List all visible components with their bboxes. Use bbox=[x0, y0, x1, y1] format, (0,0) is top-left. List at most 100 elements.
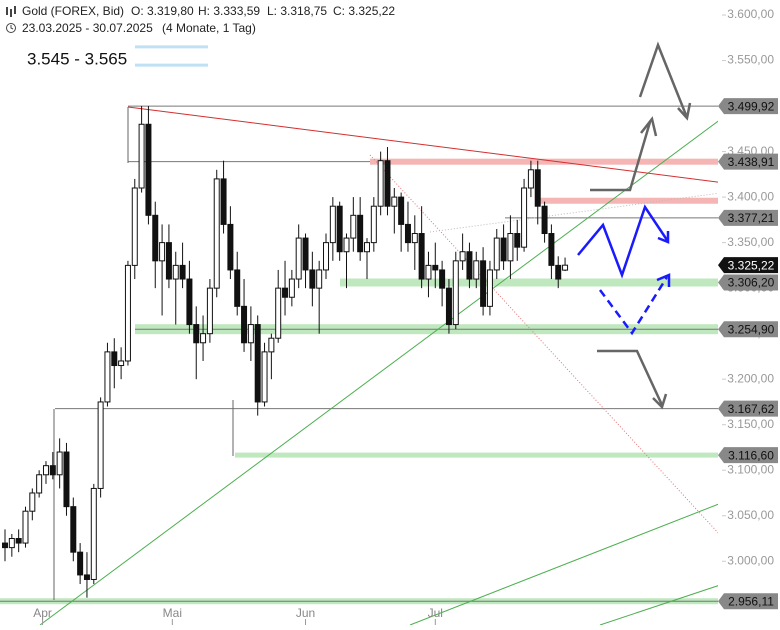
candle-body bbox=[336, 205, 343, 253]
candle-body bbox=[418, 233, 425, 280]
candle-body bbox=[124, 264, 131, 362]
candle-body bbox=[179, 264, 186, 280]
candle-body bbox=[118, 360, 125, 367]
trend-line bbox=[409, 503, 718, 625]
candle-body bbox=[548, 233, 555, 266]
drawing-layer bbox=[0, 45, 718, 605]
y-tick-label: 3.550,00 bbox=[727, 53, 774, 67]
candle-body bbox=[56, 451, 63, 476]
candle-body bbox=[159, 242, 166, 262]
candle-body bbox=[363, 242, 370, 253]
candle-body bbox=[49, 465, 56, 476]
target-label: 3.545 - 3.565 bbox=[27, 49, 127, 68]
level-band bbox=[235, 452, 718, 458]
candle-body bbox=[507, 233, 514, 262]
trend-line bbox=[599, 585, 718, 625]
candle-body bbox=[138, 123, 145, 189]
header: Gold (FOREX, Bid) O: 3.319,80 H: 3.333,5… bbox=[6, 4, 395, 68]
y-tick-label: 3.050,00 bbox=[727, 508, 774, 522]
candle-body bbox=[70, 506, 77, 553]
level-marker bbox=[718, 447, 778, 464]
candle-body bbox=[206, 287, 213, 335]
icon bbox=[10, 9, 12, 17]
clock-icon bbox=[6, 23, 16, 33]
x-tick-label: Jun bbox=[296, 606, 315, 620]
level-band bbox=[370, 158, 718, 165]
candle-body bbox=[104, 351, 111, 403]
arrows bbox=[577, 41, 692, 410]
y-tick-label: 3.400,00 bbox=[727, 189, 774, 203]
open: O: 3.319,80 bbox=[131, 4, 194, 18]
candle-body bbox=[77, 551, 84, 576]
candle-body bbox=[329, 205, 336, 244]
level-label: 3.167,62 bbox=[728, 402, 775, 416]
candle-body bbox=[8, 538, 15, 549]
candle-body bbox=[220, 178, 227, 225]
y-tick-label: 3.350,00 bbox=[727, 235, 774, 249]
level-band bbox=[340, 278, 718, 287]
level-marker bbox=[718, 593, 778, 610]
candle-body bbox=[193, 324, 200, 344]
level-label: 3.254,90 bbox=[728, 322, 775, 336]
candle-body bbox=[439, 269, 446, 289]
candle-body bbox=[521, 187, 528, 248]
candle-body bbox=[514, 233, 521, 248]
arrowhead bbox=[640, 116, 658, 137]
span: (4 Monate, 1 Tag) bbox=[162, 21, 256, 35]
arrowhead bbox=[657, 231, 670, 244]
arrow bbox=[590, 121, 652, 192]
candle-body bbox=[200, 333, 207, 344]
level-label: 2.956,11 bbox=[728, 594, 774, 608]
y-tick-label: 3.000,00 bbox=[727, 553, 774, 567]
candle-body bbox=[480, 260, 487, 307]
trend-line bbox=[369, 154, 718, 534]
candle-body bbox=[152, 214, 159, 262]
low: L: 3.318,75 bbox=[267, 4, 327, 18]
candle-body bbox=[165, 242, 172, 280]
candle-body bbox=[234, 269, 241, 307]
trend-line bbox=[127, 106, 718, 183]
candle-body bbox=[555, 264, 562, 280]
candle-body bbox=[227, 223, 234, 271]
close: C: 3.325,22 bbox=[333, 4, 395, 18]
candle-body bbox=[391, 196, 398, 207]
candle-body bbox=[452, 260, 459, 326]
price-axis: 3.000,00 3.050,00 3.100,00 3.150,00 3.200,00… bbox=[33, 7, 774, 625]
level-label: 3.306,20 bbox=[728, 276, 775, 290]
candle-body bbox=[254, 324, 261, 403]
candle-body bbox=[111, 351, 118, 367]
candle-body bbox=[2, 542, 8, 549]
x-tick-label: Apr bbox=[33, 606, 52, 620]
level-label: 3.438,91 bbox=[728, 155, 775, 169]
candle-body bbox=[425, 264, 432, 280]
candle-body bbox=[466, 251, 473, 280]
x-tick-label: Jul bbox=[428, 606, 443, 620]
candle-body bbox=[486, 269, 493, 307]
candle-body bbox=[541, 205, 548, 235]
candle-body bbox=[275, 287, 282, 339]
level-band bbox=[535, 197, 718, 204]
candle-body bbox=[282, 287, 289, 298]
candle-body bbox=[432, 264, 439, 271]
candle-body bbox=[527, 169, 534, 189]
icon bbox=[6, 7, 8, 15]
high: H: 3.333,59 bbox=[198, 4, 260, 18]
level-marker bbox=[718, 321, 778, 338]
candle-body bbox=[493, 237, 500, 271]
candle-body bbox=[357, 214, 364, 253]
arrow bbox=[638, 41, 688, 116]
arrowhead bbox=[652, 393, 668, 410]
candle-body bbox=[90, 487, 97, 580]
level-marker bbox=[718, 98, 778, 115]
candle-body bbox=[404, 223, 411, 244]
level-label: 3.377,21 bbox=[728, 211, 775, 225]
y-tick-label: 3.100,00 bbox=[727, 462, 774, 476]
trend-line bbox=[39, 120, 718, 625]
level-marker bbox=[718, 274, 778, 291]
candle-body bbox=[247, 324, 254, 344]
candle-body bbox=[29, 492, 36, 512]
arrow bbox=[577, 204, 669, 279]
candle-body bbox=[316, 269, 323, 289]
instrument: Gold (FOREX, Bid) bbox=[22, 4, 124, 18]
